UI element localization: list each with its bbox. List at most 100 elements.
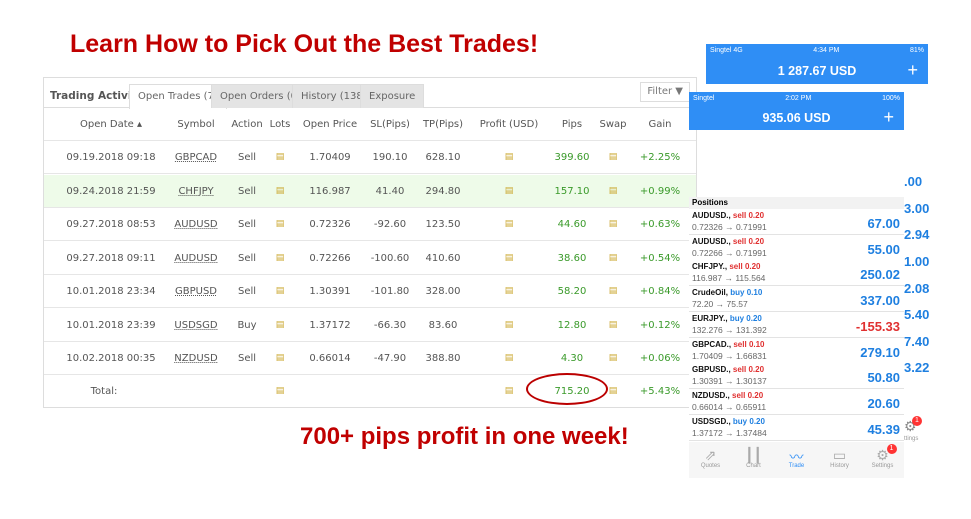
pips: 44.60 <box>557 219 587 230</box>
symbol-link[interactable]: USDSGD <box>174 319 218 331</box>
position-profit: -155.33 <box>855 318 900 334</box>
position-prices: 72.20 → 75.57 <box>692 299 748 310</box>
add-button[interactable]: + <box>883 107 894 127</box>
table-row: 10.01.2018 23:39 USDSGD Buy ▤ 1.37172 -66.30 8… <box>44 309 696 342</box>
position-item[interactable]: CrudeOil, buy 0.10 72.20 → 75.57 337.00 <box>689 286 904 313</box>
quotes-icon: ⇗ <box>704 447 717 463</box>
settings-badge: 1 <box>886 444 897 454</box>
position-item[interactable]: CHFJPY., sell 0.20 116.987 → 115.564 250.0… <box>689 260 904 287</box>
tp-pips: 388.80 <box>425 353 461 364</box>
nav-quotes[interactable]: ⇗ Quotes <box>691 442 731 478</box>
sl-pips: -47.90 <box>373 353 407 364</box>
lock-icon: ▤ <box>504 152 514 162</box>
back-position-value: .00 <box>904 174 923 189</box>
action: Sell <box>237 252 257 264</box>
column-header: Gain <box>648 119 672 130</box>
symbol-link[interactable]: GBPUSD <box>174 286 218 297</box>
position-side: sell <box>732 365 747 375</box>
position-profit: 250.02 <box>860 267 900 283</box>
filter-dropdown[interactable]: Filter ▼ <box>640 82 690 102</box>
position-lots: 0.20 <box>744 262 761 272</box>
lock-icon: ▤ <box>275 386 285 396</box>
position-symbol: USDSGD., <box>692 416 731 426</box>
column-header: Open Price <box>302 119 358 130</box>
action: Sell <box>237 219 257 230</box>
column-header: Lots <box>269 119 291 130</box>
symbol-link[interactable]: NZDUSD <box>174 353 218 364</box>
position-item[interactable]: AUDUSD., sell 0.20 0.72266 → 0.71991 55.00 <box>689 234 904 261</box>
subheadline: 700+ pips profit in one week! <box>300 423 629 450</box>
position-profit: 337.00 <box>860 293 900 309</box>
nav-label: Settings <box>871 463 894 469</box>
position-item[interactable]: GBPCAD., sell 0.10 1.70409 → 1.66831 279.1… <box>689 337 904 364</box>
position-item[interactable]: EURJPY., buy 0.20 132.276 → 131.392 -155.3… <box>689 311 904 338</box>
nav-label: History <box>830 463 849 469</box>
nav-label: Quotes <box>700 463 721 469</box>
settings-badge: 1 <box>912 416 922 426</box>
column-header-row: Open Date ▴ Symbol Action Lots Open Price SL(… <box>44 108 696 141</box>
symbol-link[interactable]: CHFJPY <box>178 185 214 197</box>
position-profit: 20.60 <box>867 395 900 411</box>
positions-header: Positions <box>689 197 904 209</box>
action: Buy <box>237 319 257 331</box>
position-prices: 1.37172 → 1.37484 <box>692 427 767 438</box>
position-profit: 50.80 <box>867 370 900 386</box>
table-row: 09.24.2018 21:59 CHFJPY Sell ▤ 116.987 41.40 2… <box>44 174 696 208</box>
column-header: Symbol <box>177 119 215 130</box>
position-side: sell <box>732 236 747 246</box>
lock-icon: ▤ <box>608 386 618 396</box>
position-item[interactable]: NZDUSD., sell 0.20 0.66014 → 0.65911 20.60 <box>689 388 904 415</box>
back-position-value: 3.00 <box>904 201 930 216</box>
position-prices: 0.72326 → 0.71991 <box>692 222 767 232</box>
gain: +0.06% <box>639 353 681 364</box>
nav-history[interactable]: ▭ History <box>820 442 860 478</box>
action: Sell <box>237 286 257 297</box>
table-row: 10.01.2018 23:34 GBPUSD Sell ▤ 1.30391 -101.8… <box>44 275 696 308</box>
open-date: 09.19.2018 09:18 <box>66 152 156 163</box>
balance: 1 287.67 USD <box>777 64 857 78</box>
nav-chart[interactable]: ┃┃ Chart <box>734 442 774 478</box>
nav-trade[interactable]: 〰 Trade <box>777 442 817 478</box>
column-header: Action <box>231 119 263 130</box>
panel-title: Trading Activity <box>50 90 144 102</box>
position-prices: 132.276 → 131.392 <box>692 324 767 335</box>
lock-icon: ▤ <box>504 219 514 229</box>
lock-icon: ▤ <box>608 252 618 263</box>
open-price: 0.66014 <box>309 353 351 364</box>
open-price: 116.987 <box>309 185 351 197</box>
lock-icon: ▤ <box>504 386 514 396</box>
sl-pips: -92.60 <box>373 219 407 230</box>
tp-pips: 83.60 <box>428 319 458 331</box>
pips: 399.60 <box>554 152 590 163</box>
symbol-link[interactable]: GBPCAD <box>174 152 218 163</box>
position-item[interactable]: AUDUSD., sell 0.20 0.72326 → 0.71991 67.00 <box>689 209 904 235</box>
pips: 12.80 <box>557 319 587 331</box>
time: 4:34 PM <box>813 47 840 54</box>
position-lots: 0.20 <box>749 416 765 426</box>
battery: 100% <box>882 95 900 102</box>
gain: +0.63% <box>639 219 681 230</box>
position-side: buy <box>732 416 748 426</box>
tp-pips: 328.00 <box>425 286 461 297</box>
gain: +2.25% <box>639 152 681 163</box>
column-header[interactable]: Open Date ▴ <box>80 119 142 130</box>
position-item[interactable]: GBPUSD., sell 0.20 1.30391 → 1.30137 50.80 <box>689 363 904 390</box>
settings-icon: ⚙ <box>876 447 889 463</box>
tab-exposure[interactable]: Exposure <box>360 84 425 108</box>
position-symbol: AUDUSD., <box>692 211 731 220</box>
add-button[interactable]: + <box>907 60 918 80</box>
open-date: 09.27.2018 09:11 <box>66 252 156 264</box>
nav-settings[interactable]: ⚙ Settings 1 <box>863 442 903 478</box>
symbol-link[interactable]: AUDUSD <box>174 252 218 264</box>
pips: 38.60 <box>557 252 587 264</box>
lock-icon: ▤ <box>608 353 618 363</box>
position-side: sell <box>732 211 747 220</box>
symbol-link[interactable]: AUDUSD <box>174 219 218 230</box>
position-lots: 0.20 <box>748 211 765 220</box>
lock-icon: ▤ <box>608 286 618 296</box>
position-prices: 0.72266 → 0.71991 <box>692 247 767 258</box>
open-date: 10.01.2018 23:39 <box>66 319 156 331</box>
position-item[interactable]: USDSGD., buy 0.20 1.37172 → 1.37484 45.39 <box>689 414 904 441</box>
lock-icon: ▤ <box>504 286 514 296</box>
position-side: sell <box>729 262 743 272</box>
